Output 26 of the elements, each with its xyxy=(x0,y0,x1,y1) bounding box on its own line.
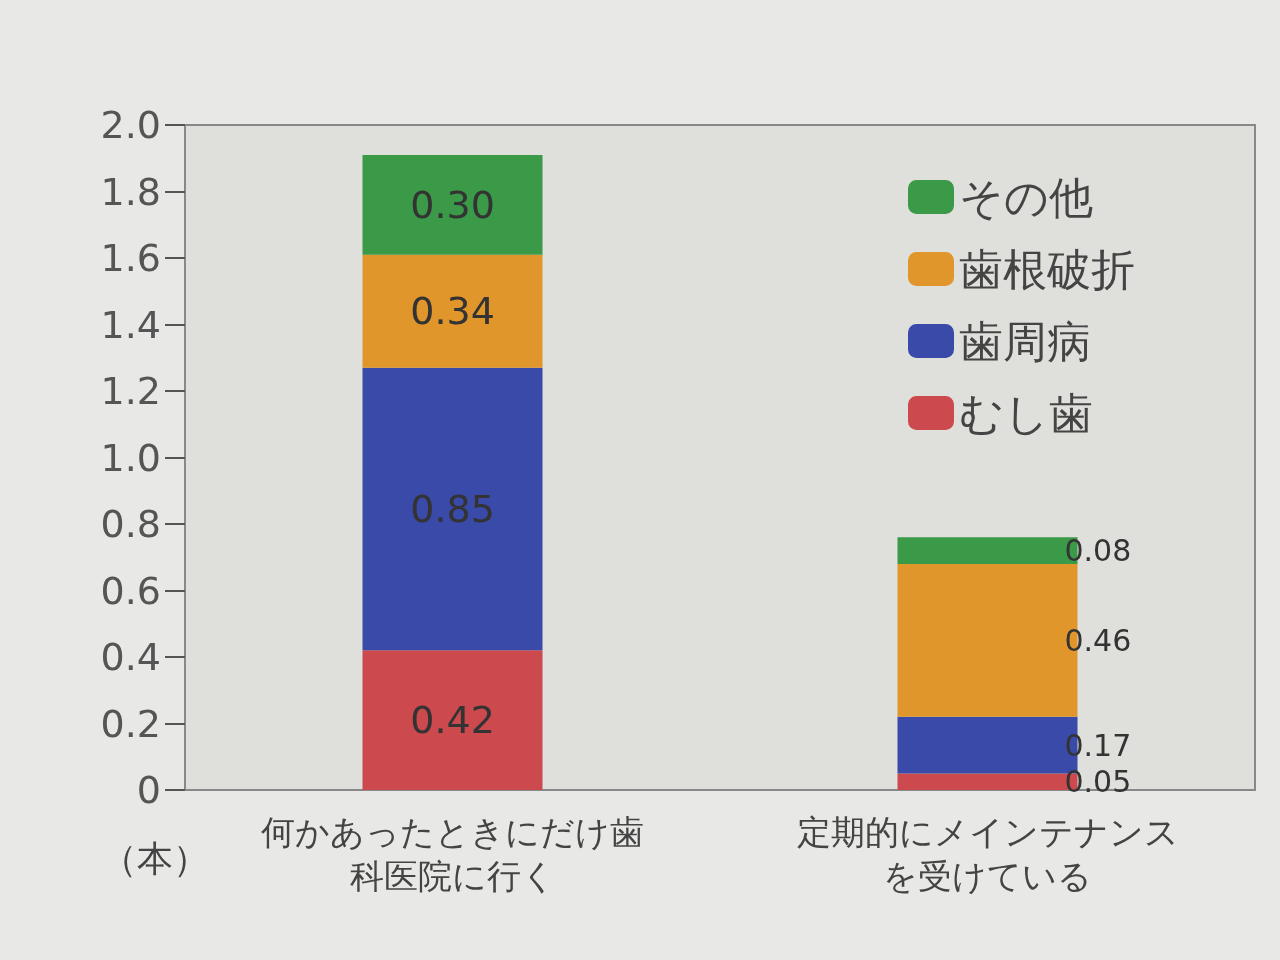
legend-label: むし歯 xyxy=(959,387,1093,439)
data-label: 0.34 xyxy=(410,289,495,334)
y-tick-label: 1.4 xyxy=(100,302,161,347)
y-tick-label: 1.8 xyxy=(100,169,161,214)
bar xyxy=(362,367,543,651)
y-axis-title: （本） xyxy=(101,837,209,879)
data-label: 0.42 xyxy=(410,698,495,743)
data-label: 0.85 xyxy=(410,487,495,532)
y-tick-label: 0 xyxy=(136,768,161,812)
y-tick-label: 0.4 xyxy=(100,635,161,679)
y-tick-label: 2.0 xyxy=(100,103,161,147)
y-tick-label: 0.2 xyxy=(100,701,161,746)
bar xyxy=(362,154,543,255)
bar xyxy=(362,254,543,368)
x-tick-label: 何かあったときにだけ歯科医院に行く xyxy=(261,812,644,896)
x-tick-label: 定期的にメインテナンスを受けている xyxy=(796,812,1179,896)
legend-label: 歯根破折 xyxy=(959,243,1135,295)
y-tick-label: 1.0 xyxy=(100,435,161,480)
y-tick-label: 1.6 xyxy=(100,236,161,280)
y-tick-label: 0.6 xyxy=(100,568,161,613)
bar xyxy=(362,650,543,790)
y-tick-label: 1.2 xyxy=(100,369,161,413)
legend-label: その他 xyxy=(959,171,1093,223)
y-tick-label: 0.8 xyxy=(100,502,161,546)
data-label: 0.30 xyxy=(410,182,495,227)
legend-label: 歯周病 xyxy=(959,315,1091,367)
